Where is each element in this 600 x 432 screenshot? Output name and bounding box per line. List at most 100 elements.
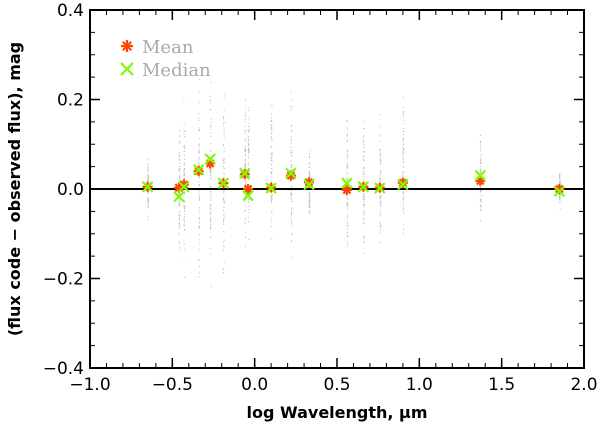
scatter-point — [198, 225, 200, 227]
scatter-point — [248, 149, 250, 151]
scatter-point — [380, 161, 382, 163]
scatter-point — [223, 110, 225, 112]
median-marker — [374, 182, 386, 194]
scatter-point — [347, 205, 349, 207]
scatter-point — [363, 179, 365, 181]
scatter-point — [363, 252, 365, 254]
scatter-point — [479, 142, 481, 144]
scatter-point — [379, 173, 381, 175]
scatter-point — [248, 162, 250, 164]
scatter-point — [147, 176, 149, 178]
scatter-point — [178, 202, 180, 204]
scatter-point — [179, 129, 181, 131]
scatter-point — [223, 192, 225, 194]
scatter-point — [271, 156, 273, 158]
scatter-point — [244, 210, 246, 212]
scatter-point — [480, 161, 482, 163]
scatter-point — [402, 192, 404, 194]
scatter-point — [271, 126, 273, 128]
scatter-point — [178, 215, 180, 217]
scatter-point — [480, 220, 482, 222]
scatter-point — [245, 154, 246, 156]
scatter-point — [290, 99, 292, 101]
scatter-point — [479, 160, 481, 162]
median-marker — [192, 163, 205, 176]
scatter-point — [222, 268, 224, 270]
scatter-point — [223, 162, 225, 164]
legend-median-label: Median — [142, 60, 211, 81]
x-tick-label: 1.0 — [406, 375, 433, 395]
scatter-point — [210, 227, 212, 229]
scatter-point — [290, 192, 292, 194]
scatter-point — [290, 216, 292, 218]
scatter-point — [291, 169, 293, 171]
scatter-point — [178, 205, 180, 207]
scatter-point — [178, 227, 180, 229]
scatter-point — [183, 168, 185, 170]
scatter-point — [199, 239, 201, 241]
scatter-point — [362, 222, 364, 224]
scatter-point — [402, 232, 404, 234]
scatter-point — [271, 153, 273, 155]
scatter-point — [363, 219, 365, 221]
scatter-point — [183, 151, 185, 153]
scatter-point — [346, 202, 348, 204]
scatter-point — [209, 226, 211, 228]
scatter-point — [248, 107, 250, 109]
median-marker — [141, 180, 154, 193]
scatter-point — [178, 141, 180, 143]
scatter-point — [290, 164, 292, 166]
scatter-point — [198, 249, 200, 250]
scatter-point — [198, 209, 200, 211]
scatter-point — [147, 215, 149, 217]
scatter-point — [558, 177, 560, 179]
scatter-point — [402, 176, 404, 178]
scatter-point — [480, 162, 482, 164]
scatter-point — [245, 183, 247, 185]
scatter-point — [402, 171, 404, 173]
scatter-point — [183, 225, 185, 227]
scatter-point — [380, 195, 382, 197]
scatter-point — [346, 140, 348, 142]
scatter-point — [178, 217, 180, 219]
scatter-point — [147, 180, 149, 182]
scatter-point — [223, 249, 225, 251]
scatter-point — [179, 249, 181, 251]
scatter-point — [183, 261, 185, 263]
scatter-point — [198, 234, 200, 236]
scatter-point — [147, 167, 149, 169]
scatter-point — [184, 173, 186, 175]
scatter-point — [480, 209, 482, 211]
scatter-point — [308, 200, 310, 202]
scatter-point — [480, 146, 482, 148]
scatter-point — [179, 154, 181, 156]
scatter-point — [479, 171, 481, 173]
scatter-point — [247, 139, 249, 141]
scatter-point — [271, 198, 273, 200]
scatter-point — [559, 196, 561, 198]
scatter-point — [179, 175, 181, 177]
scatter-point — [179, 211, 181, 213]
scatter-point — [271, 238, 273, 240]
scatter-point — [183, 169, 185, 171]
scatter-point — [270, 198, 272, 200]
scatter-point — [198, 218, 200, 220]
scatter-point — [291, 201, 293, 203]
scatter-point — [291, 194, 293, 196]
scatter-point — [271, 139, 273, 141]
scatter-point — [147, 158, 149, 160]
scatter-point — [559, 198, 561, 200]
scatter-point — [271, 195, 273, 197]
scatter-point — [271, 168, 273, 170]
scatter-point — [403, 143, 405, 145]
scatter-point — [402, 96, 404, 98]
scatter-point — [379, 241, 381, 243]
scatter-point — [402, 195, 404, 197]
scatter-point — [480, 157, 482, 159]
scatter-point — [248, 138, 250, 140]
scatter-point — [183, 164, 185, 166]
scatter-point — [480, 154, 482, 156]
scatter-point — [183, 229, 185, 231]
scatter-point — [479, 165, 481, 167]
scatter-point — [479, 134, 481, 136]
